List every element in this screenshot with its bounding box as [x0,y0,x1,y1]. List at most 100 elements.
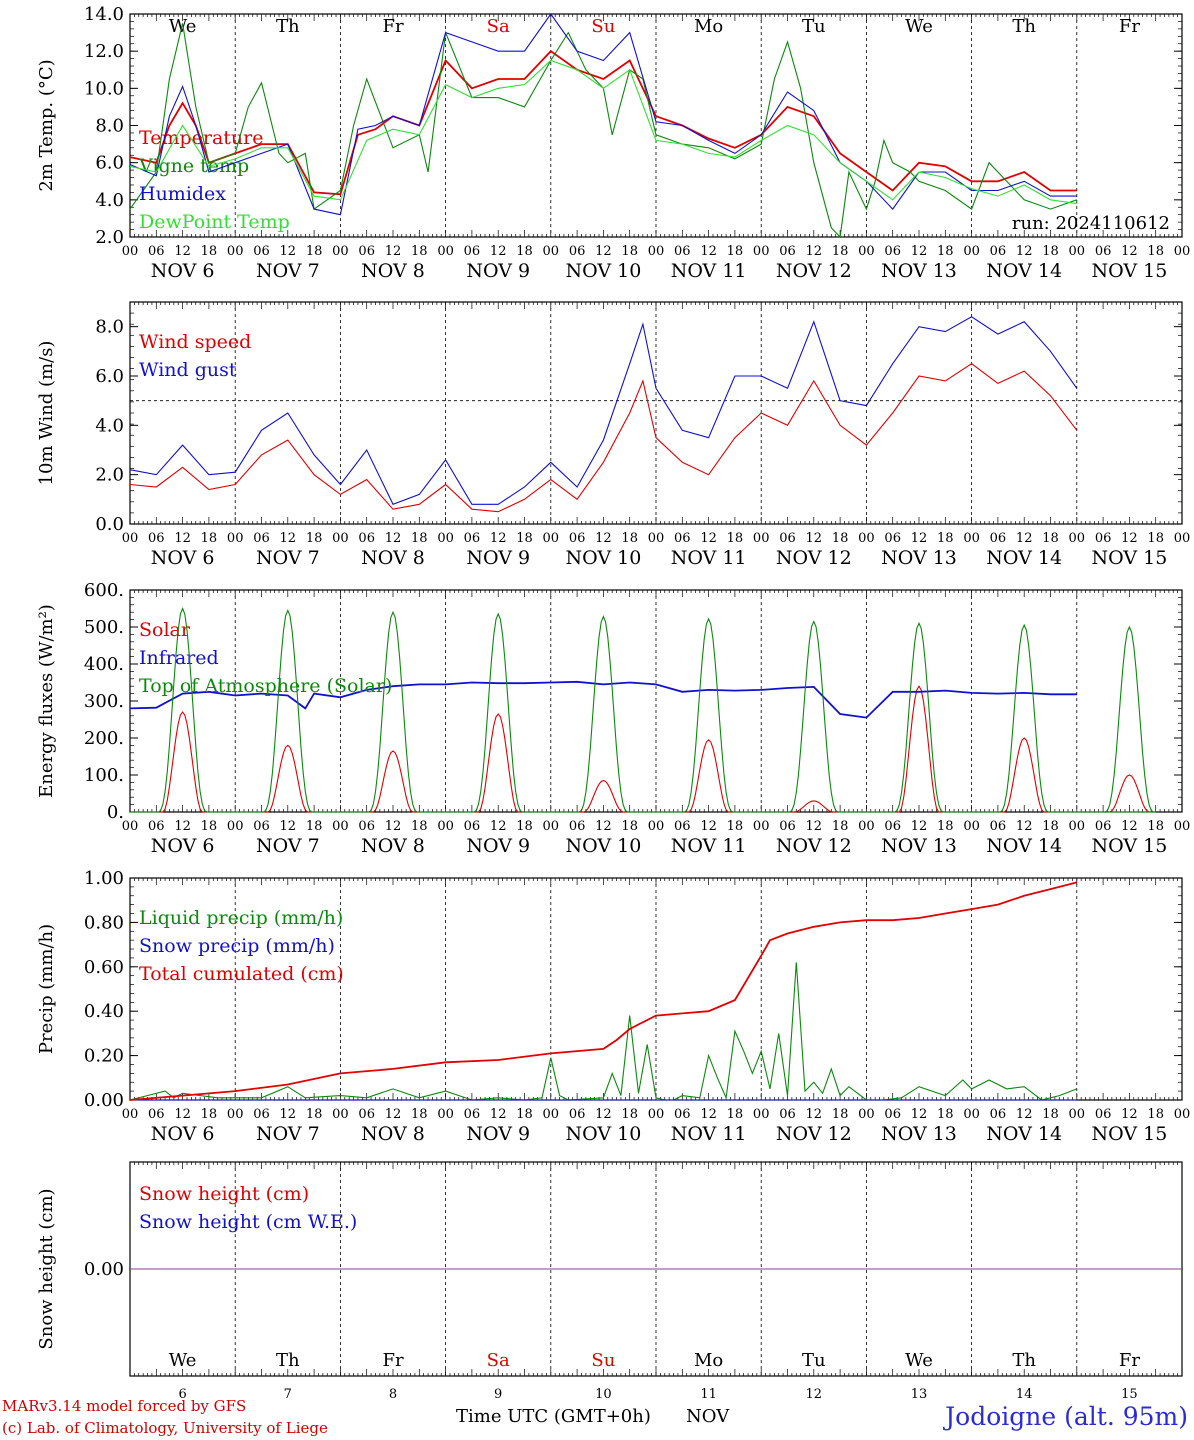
day-number-label: 14 [1016,1387,1033,1402]
hour-tick-label: 00 [1069,531,1086,546]
hour-tick-label: 12 [385,531,402,546]
weekday-label: Sa [487,16,510,37]
hour-tick-label: 18 [727,819,744,834]
hour-tick-label: 00 [753,1107,770,1122]
chart-panel-3: 0. 100. 200. 300. 400. 500. 600. Energy fluxes … [36,580,1190,857]
hour-tick-label: 18 [621,819,638,834]
hour-tick-label: 00 [227,531,244,546]
legend-entry: Wind speed [139,331,251,353]
series-line-1-1 [129,50,1077,196]
hour-tick-label: 18 [516,531,533,546]
hour-tick-label: 18 [621,1107,638,1122]
hour-tick-label: 06 [884,531,901,546]
weekday-label: Th [276,16,300,37]
y-tick-label: 0.0 [95,514,124,535]
hour-tick-label: 00 [648,531,665,546]
hour-tick-label: 00 [543,244,560,259]
hour-tick-label: 18 [1147,1107,1164,1122]
hour-tick-label: 00 [1069,819,1086,834]
legend-entry: Snow height (cm) [139,1183,309,1205]
hour-tick-label: 12 [1016,531,1033,546]
hour-tick-label: 06 [779,531,796,546]
hour-tick-label: 18 [621,531,638,546]
hour-tick-label: 12 [490,819,507,834]
date-label: NOV 10 [565,260,641,282]
y-tick-label: 0.40 [84,1001,124,1022]
date-label: NOV 8 [361,835,425,857]
hour-tick-label: 06 [884,244,901,259]
date-label: NOV 9 [466,835,530,857]
hour-tick-label: 12 [911,531,928,546]
hour-tick-label: 06 [464,244,481,259]
hour-tick-label: 18 [1042,1107,1059,1122]
y-tick-label: 8.0 [95,317,124,338]
hour-tick-label: 06 [990,1107,1007,1122]
date-label: NOV 13 [881,835,957,857]
y-tick-label: 0.80 [84,912,124,933]
hour-tick-label: 12 [490,1107,507,1122]
hour-tick-label: 12 [385,1107,402,1122]
hour-tick-label: 06 [990,244,1007,259]
hour-tick-label: 00 [963,819,980,834]
date-label: NOV 12 [776,835,852,857]
date-label: NOV 6 [151,547,215,569]
y-tick-label: 0.20 [84,1046,124,1067]
hour-tick-label: 12 [1121,819,1138,834]
hour-tick-label: 00 [543,1107,560,1122]
legend-entry: Total cumulated (cm) [139,963,344,985]
hour-tick-label: 18 [306,531,323,546]
hour-tick-label: 06 [464,531,481,546]
hour-tick-label: 00 [963,244,980,259]
hour-tick-label: 00 [1174,1107,1191,1122]
hour-tick-label: 18 [832,819,849,834]
hour-tick-label: 18 [516,244,533,259]
hour-tick-label: 18 [727,531,744,546]
date-label: NOV 15 [1091,1123,1167,1145]
hour-tick-label: 06 [464,1107,481,1122]
hour-tick-label: 12 [1016,1107,1033,1122]
y-tick-label: 4.0 [95,415,124,436]
hour-tick-label: 06 [884,1107,901,1122]
series-line-3-1 [130,685,1152,813]
hour-tick-label: 06 [148,531,165,546]
series-line-1-3 [129,13,1077,216]
hour-tick-label: 18 [306,1107,323,1122]
hour-tick-label: 12 [280,244,297,259]
legend-entry: Humidex [139,183,226,205]
date-label: NOV 7 [256,547,320,569]
hour-tick-label: 00 [963,1107,980,1122]
hour-tick-label: 00 [648,244,665,259]
hour-tick-label: 18 [937,244,954,259]
y-tick-label: 500. [84,617,124,638]
hour-tick-label: 12 [911,244,928,259]
hour-tick-label: 12 [700,1107,717,1122]
date-label: NOV 6 [151,260,215,282]
hour-tick-label: 00 [858,531,875,546]
hour-tick-label: 12 [911,1107,928,1122]
hour-tick-label: 12 [806,1107,823,1122]
hour-tick-label: 18 [937,531,954,546]
hour-tick-label: 12 [174,1107,191,1122]
hour-tick-label: 18 [937,1107,954,1122]
date-label: NOV 14 [986,260,1062,282]
hour-tick-label: 18 [201,1107,218,1122]
date-label: NOV 10 [565,835,641,857]
date-label: NOV 12 [776,260,852,282]
date-label: NOV 14 [986,1123,1062,1145]
hour-tick-label: 06 [148,819,165,834]
legend-entry: Snow precip (mm/h) [139,935,335,957]
hour-tick-label: 18 [516,819,533,834]
date-label: NOV 9 [466,260,530,282]
date-label: NOV 8 [361,1123,425,1145]
hour-tick-label: 00 [227,244,244,259]
day-number-label: 9 [494,1387,502,1402]
weekday-label: Th [1012,16,1036,37]
hour-tick-label: 00 [437,531,454,546]
hour-tick-label: 00 [1174,819,1191,834]
y-axis-label: 10m Wind (m/s) [36,341,57,486]
hour-tick-label: 06 [674,244,691,259]
hour-tick-label: 06 [1095,1107,1112,1122]
weekday-label: We [905,1350,933,1371]
legend-entry: Vigne temp [138,155,249,177]
y-tick-label: 0.60 [84,957,124,978]
